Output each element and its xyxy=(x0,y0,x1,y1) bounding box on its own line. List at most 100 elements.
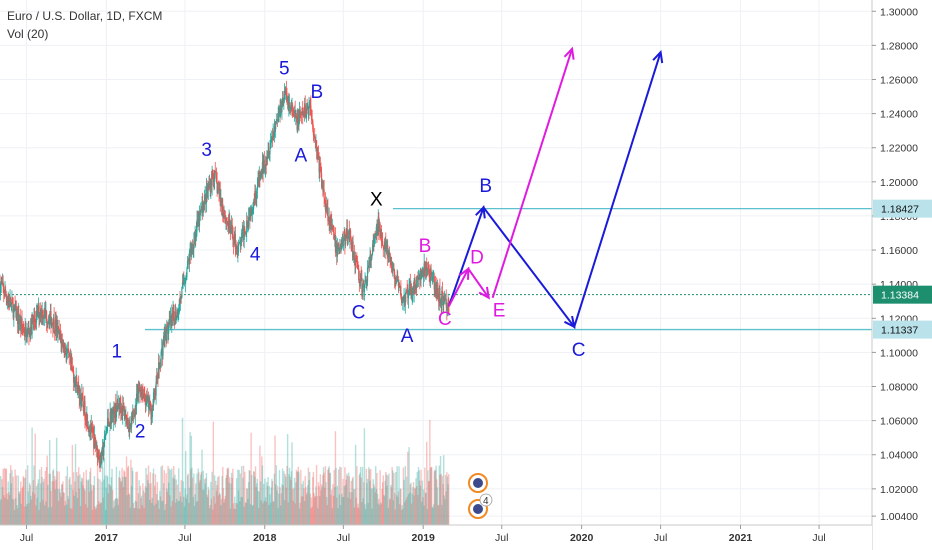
candle-body xyxy=(358,268,360,281)
volume-bar xyxy=(244,502,247,525)
volume-bar xyxy=(37,483,39,525)
candle-body xyxy=(426,262,428,270)
candle-body xyxy=(51,322,53,324)
volume-bar xyxy=(317,508,319,525)
candle-body xyxy=(419,277,421,281)
candle-body xyxy=(345,234,347,239)
volume-bar xyxy=(316,495,318,525)
volume-bar xyxy=(216,485,218,525)
event-icons[interactable]: 4 xyxy=(468,473,493,519)
candle-body xyxy=(97,451,99,459)
volume-bar xyxy=(221,476,223,525)
volume-bar xyxy=(184,451,187,525)
candle-body xyxy=(408,287,410,294)
candle-body xyxy=(318,158,320,173)
candle-body xyxy=(436,288,439,299)
volume-bar xyxy=(9,473,11,525)
candle-body xyxy=(53,317,55,332)
candle-body xyxy=(4,289,6,296)
candle-body xyxy=(126,418,128,425)
x-axis-panel[interactable] xyxy=(0,525,872,550)
candle-body xyxy=(314,135,316,139)
candle-body xyxy=(255,195,257,199)
candle-body xyxy=(337,243,339,246)
candle-body xyxy=(23,328,25,334)
volume-bar xyxy=(87,480,89,525)
candle-body xyxy=(123,408,125,410)
candle-body xyxy=(276,119,278,121)
indicator-label[interactable]: Vol (20) xyxy=(7,27,49,41)
candle-body xyxy=(295,116,298,119)
volume-bar xyxy=(326,505,328,525)
volume-bar xyxy=(118,470,121,525)
candle-body xyxy=(183,280,185,284)
price-badge[interactable] xyxy=(873,285,932,304)
candle-body xyxy=(44,308,46,318)
candle-body xyxy=(234,234,236,249)
y-tick-label: 1.30000 xyxy=(880,6,918,18)
candle-body xyxy=(42,317,45,320)
price-level-badges[interactable]: 1.18427 1.13384 1.11337 xyxy=(873,199,932,339)
volume-bar xyxy=(290,471,293,525)
candle-body xyxy=(135,393,138,406)
candle-body xyxy=(342,240,344,242)
candle-body xyxy=(251,213,253,216)
candle-body xyxy=(261,170,263,175)
volume-bar xyxy=(358,508,360,525)
volume-bar xyxy=(424,492,427,525)
volume-bar xyxy=(392,500,395,525)
candle-body xyxy=(278,108,280,114)
candle-body xyxy=(90,429,92,433)
volume-bar xyxy=(398,504,401,525)
candle-body xyxy=(194,232,196,240)
volume-bar xyxy=(130,485,133,525)
candle-body xyxy=(428,268,430,277)
candle-body xyxy=(152,404,154,406)
volume-bar xyxy=(266,485,269,525)
volume-bar xyxy=(304,475,306,525)
horizontal-levels[interactable] xyxy=(0,208,872,331)
volume-bar xyxy=(116,497,118,525)
candle-body xyxy=(351,241,354,251)
volume-bar xyxy=(55,479,57,525)
candle-body xyxy=(373,242,375,245)
volume-bar xyxy=(224,495,227,525)
event-count-badge[interactable] xyxy=(479,493,493,507)
candle-body xyxy=(149,401,151,406)
candle-body xyxy=(29,329,31,336)
candle-body xyxy=(387,245,389,259)
candle-body xyxy=(130,423,132,428)
price-badge[interactable] xyxy=(873,320,932,339)
candle-body xyxy=(444,298,447,300)
candle-body xyxy=(382,245,384,248)
candle-body xyxy=(173,318,175,325)
volume-bar xyxy=(206,494,208,525)
symbol-title[interactable]: Euro / U.S. Dollar, 1D, FXCM xyxy=(7,9,163,23)
price-badge[interactable] xyxy=(873,199,932,218)
candle-body xyxy=(18,313,20,325)
projection-path[interactable] xyxy=(447,51,662,329)
projection-path[interactable] xyxy=(491,48,574,299)
candle-body xyxy=(346,229,348,239)
y-axis-panel[interactable] xyxy=(872,0,932,525)
volume-bar xyxy=(170,506,172,525)
candle-body xyxy=(385,248,388,250)
candle-body xyxy=(319,163,321,170)
volume-bar xyxy=(349,491,351,525)
wave-label: B xyxy=(479,176,492,197)
candle-body xyxy=(32,319,34,321)
volume-bar xyxy=(223,502,225,525)
candle-body xyxy=(105,430,107,434)
candle-body xyxy=(446,306,448,311)
volume-bar xyxy=(412,482,415,525)
projection-arrows[interactable] xyxy=(447,46,664,329)
candle-body xyxy=(227,223,229,224)
volume-bar xyxy=(196,501,199,525)
volume-bar xyxy=(330,494,332,525)
volume-bar xyxy=(26,465,29,525)
volume-bar xyxy=(207,486,210,525)
volume-bar xyxy=(3,467,6,525)
volume-bar xyxy=(58,471,60,525)
volume-bar xyxy=(336,486,339,525)
